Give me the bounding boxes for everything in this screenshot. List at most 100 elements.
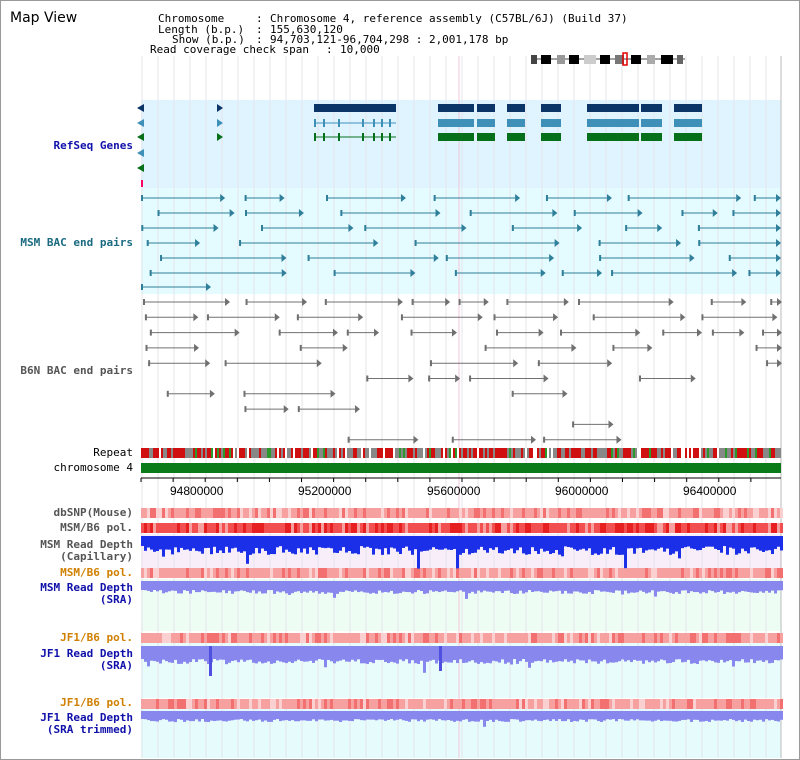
polymorphism-cell	[765, 568, 768, 578]
track-label-msm-depth-cap[interactable]: MSM Read Depth	[40, 538, 133, 551]
depth-bar-msm-cap	[414, 536, 417, 550]
polymorphism-cell	[387, 523, 390, 533]
track-label-msm-depth-sra[interactable]: MSM Read Depth	[40, 581, 133, 594]
polymorphism-cell	[288, 523, 291, 533]
depth-bar-jf1	[678, 646, 681, 660]
depth-bar-jf1-trim	[267, 711, 270, 722]
repeat-segment	[635, 448, 637, 458]
depth-bar-jf1-trim	[279, 711, 282, 722]
b6n-bac-pair-end	[143, 299, 146, 305]
polymorphism-cell	[705, 699, 708, 709]
depth-bar-msm-cap	[708, 536, 711, 547]
depth-bar-jf1-trim	[222, 711, 225, 722]
repeat-segment	[143, 448, 145, 458]
depth-bar-jf1	[204, 646, 207, 662]
track-label-jf1-pol[interactable]: JF1/B6 pol.	[60, 631, 133, 644]
track-label-jf1-depth[interactable]: JF1 Read Depth	[40, 647, 133, 660]
depth-bar-msm-cap	[714, 536, 717, 549]
depth-bar-jf1-trim	[270, 711, 273, 722]
repeat-segment	[351, 448, 353, 458]
depth-bar-jf1	[606, 646, 609, 664]
repeat-segment	[535, 448, 537, 458]
depth-bar-msm-sra	[471, 581, 474, 592]
polymorphism-cell	[147, 568, 150, 578]
track-label-msm-pol-2[interactable]: MSM/B6 pol.	[60, 566, 133, 579]
repeat-segment	[575, 448, 577, 458]
repeat-segment	[323, 448, 325, 458]
track-label-jf1-trim[interactable]: JF1 Read Depth	[40, 711, 133, 724]
polymorphism-cell	[750, 699, 753, 709]
polymorphism-cell	[330, 699, 333, 709]
depth-bar-msm-cap	[300, 536, 303, 553]
polymorphism-cell	[447, 633, 450, 643]
repeat-segment	[745, 448, 747, 458]
polymorphism-cell	[174, 523, 177, 533]
polymorphism-cell	[309, 523, 312, 533]
depth-bar-msm-cap	[219, 536, 222, 551]
depth-bar-jf1-trim	[429, 711, 432, 720]
depth-bar-msm-cap	[570, 536, 573, 548]
polymorphism-cell	[672, 523, 675, 533]
repeat-segment	[623, 448, 625, 458]
depth-bar-msm-cap	[243, 536, 246, 552]
b6n-bac-pair-end	[224, 360, 227, 367]
repeat-segment	[637, 448, 639, 458]
depth-bar-msm-sra	[708, 581, 711, 591]
polymorphism-cell	[396, 523, 399, 533]
polymorphism-cell	[411, 633, 414, 643]
depth-bar-msm-cap	[201, 536, 204, 554]
depth-bar-msm-sra	[363, 581, 366, 593]
polymorphism-cell	[717, 699, 720, 709]
polymorphism-cell	[684, 523, 687, 533]
repeat-segment	[271, 448, 273, 458]
polymorphism-cell	[399, 699, 402, 709]
track-label-jf1-pol-2[interactable]: JF1/B6 pol.	[60, 696, 133, 709]
track-label-msm-pol[interactable]: MSM/B6 pol.	[60, 521, 133, 534]
depth-bar-msm-sra	[663, 581, 666, 592]
depth-bar-msm-cap	[621, 536, 624, 555]
polymorphism-cell	[225, 633, 228, 643]
depth-bar-jf1	[765, 646, 768, 661]
b6n-bac-pair-end	[662, 329, 665, 336]
b6n-bac-pair-end	[701, 314, 704, 321]
polymorphism-cell	[228, 633, 231, 643]
depth-bar-msm-cap	[339, 536, 342, 551]
depth-bar-jf1-trim	[543, 711, 546, 721]
repeat-segment	[467, 448, 469, 458]
gene-exon	[389, 119, 391, 127]
polymorphism-cell	[756, 699, 759, 709]
track-label-refseq[interactable]: RefSeq Genes	[53, 139, 133, 152]
track-label-b6n-bac[interactable]: B6N BAC end pairs	[20, 364, 133, 377]
repeat-segment	[385, 448, 387, 458]
polymorphism-cell	[771, 568, 774, 578]
polymorphism-cell	[216, 699, 219, 709]
repeat-segment	[153, 448, 155, 458]
polymorphism-cell	[177, 699, 180, 709]
depth-bar-jf1	[561, 646, 564, 662]
polymorphism-cell	[672, 508, 675, 518]
polymorphism-cell	[645, 523, 648, 533]
track-label-msm-bac[interactable]: MSM BAC end pairs	[20, 236, 133, 249]
polymorphism-cell	[366, 523, 369, 533]
repeat-segment	[443, 448, 445, 458]
repeat-segment	[255, 448, 257, 458]
depth-bar-jf1-trim	[294, 711, 297, 722]
b6n-bac-pair-end	[553, 313, 559, 322]
polymorphism-cell	[780, 568, 783, 578]
polymorphism-cell	[663, 699, 666, 709]
track-label-dbsnp[interactable]: dbSNP(Mouse)	[53, 506, 133, 519]
polymorphism-cell	[573, 633, 576, 643]
polymorphism-cell	[483, 699, 486, 709]
polymorphism-cell	[630, 633, 633, 643]
polymorphism-cell	[501, 508, 504, 518]
b6n-bac-pair-end	[145, 344, 148, 351]
repeat-segment	[287, 448, 289, 458]
polymorphism-cell	[612, 523, 615, 533]
polymorphism-cell	[603, 523, 606, 533]
msm-bac-pair-end	[229, 209, 235, 217]
polymorphism-cell	[558, 523, 561, 533]
polymorphism-cell	[690, 699, 693, 709]
polymorphism-cell	[342, 523, 345, 533]
polymorphism-cell	[585, 699, 588, 709]
